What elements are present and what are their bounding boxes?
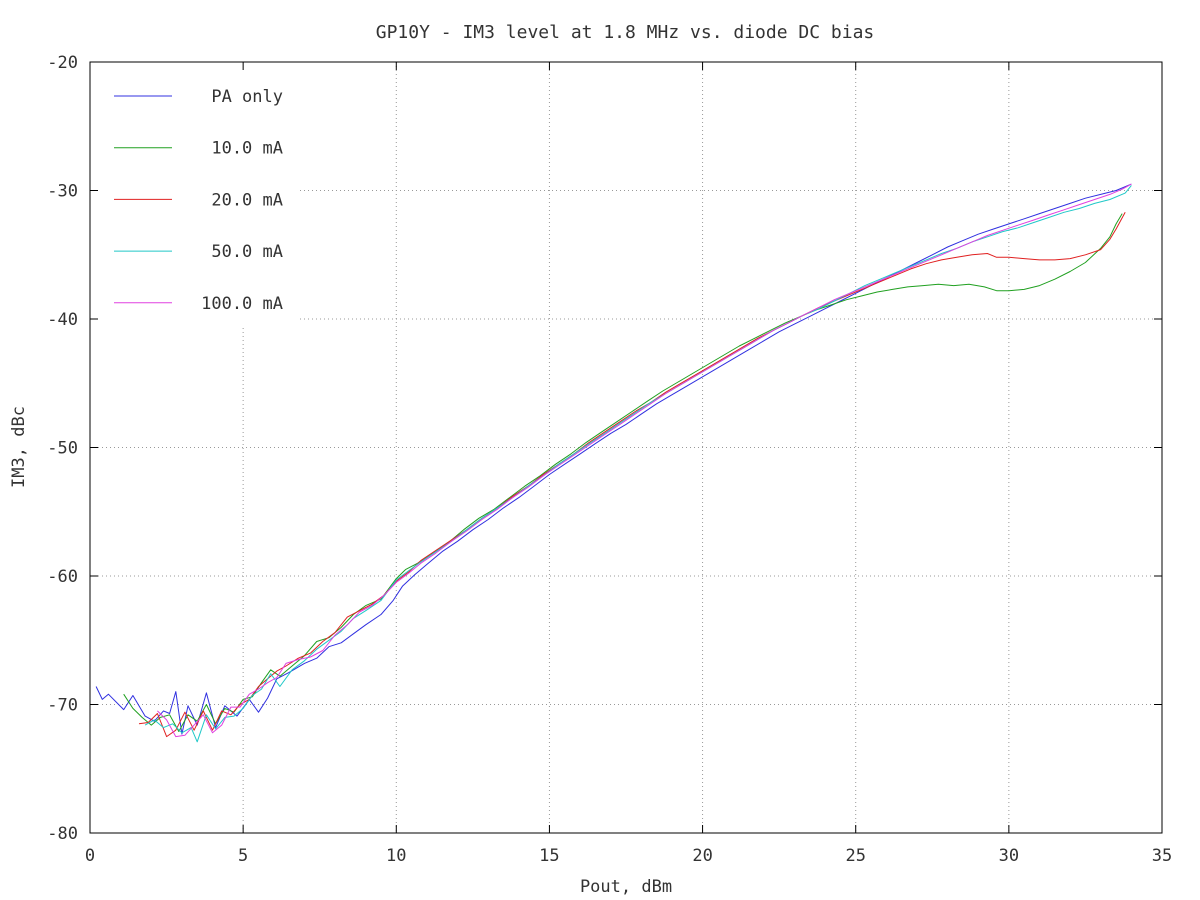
series-line-0 bbox=[95, 183, 1132, 735]
y-tick-label: -40 bbox=[47, 310, 78, 330]
x-tick-label: 10 bbox=[386, 846, 406, 866]
legend-label-4: 100.0 mA bbox=[201, 294, 283, 314]
y-tick-label: -60 bbox=[47, 567, 78, 587]
y-axis-label: IM3, dBc bbox=[9, 406, 29, 488]
x-tick-label: 35 bbox=[1152, 846, 1172, 866]
axis-ticks: 0 5 10 15 20 25 30 35 -80 -70 -60 -50 -40 -30 -20 bbox=[47, 53, 1172, 866]
y-tick-label: -80 bbox=[47, 824, 78, 844]
y-tick-label: -70 bbox=[47, 696, 78, 716]
series-lines bbox=[95, 183, 1132, 743]
x-tick-label: 5 bbox=[238, 846, 248, 866]
series-line-1 bbox=[123, 213, 1123, 732]
legend: PA only 10.0 mA 20.0 mA 50.0 mA 100.0 mA bbox=[114, 87, 283, 314]
grid-lines bbox=[90, 62, 1162, 833]
x-tick-label: 30 bbox=[999, 846, 1019, 866]
x-tick-label: 20 bbox=[692, 846, 712, 866]
x-axis-label: Pout, dBm bbox=[580, 877, 672, 897]
x-tick-label: 25 bbox=[845, 846, 865, 866]
legend-label-3: 50.0 mA bbox=[211, 242, 283, 262]
x-tick-label: 0 bbox=[85, 846, 95, 866]
series-line-4 bbox=[157, 183, 1132, 738]
legend-label-0: PA only bbox=[211, 87, 283, 107]
y-tick-label: -50 bbox=[47, 439, 78, 459]
y-tick-label: -20 bbox=[47, 53, 78, 73]
chart-title: GP10Y - IM3 level at 1.8 MHz vs. diode D… bbox=[376, 22, 875, 43]
legend-label-1: 10.0 mA bbox=[211, 139, 283, 159]
x-tick-label: 15 bbox=[539, 846, 559, 866]
legend-label-2: 20.0 mA bbox=[211, 190, 283, 210]
y-tick-label: -30 bbox=[47, 182, 78, 202]
